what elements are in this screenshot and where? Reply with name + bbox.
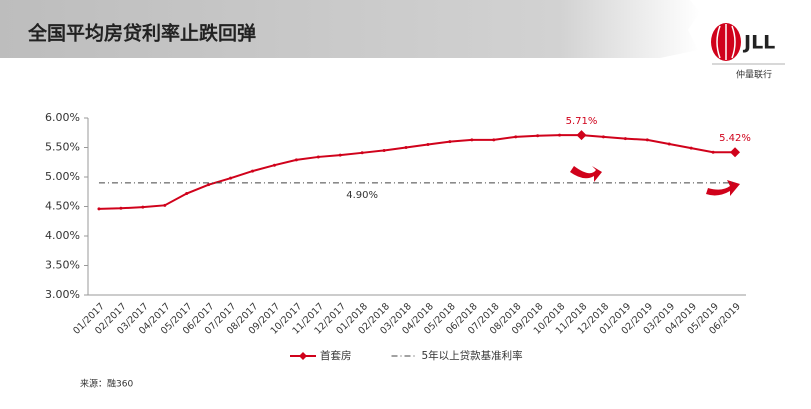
point (492, 138, 496, 142)
y-tick-label: 5.00% (45, 170, 80, 183)
point (558, 133, 562, 137)
header-band (0, 0, 700, 58)
y-tick-label: 4.50% (45, 200, 80, 213)
legend-label: 5年以上贷款基准利率 (422, 349, 523, 362)
logo-text: JLL (742, 32, 775, 54)
y-tick-label: 5.50% (45, 141, 80, 154)
legend-label: 首套房 (320, 349, 352, 362)
point (667, 142, 671, 146)
y-tick-label: 4.00% (45, 229, 80, 242)
point (426, 143, 430, 147)
series-line (98, 134, 736, 210)
company-name: 仲量联行 (736, 69, 772, 81)
y-tick-label: 6.00% (45, 111, 80, 124)
point (97, 207, 101, 211)
point-marker (730, 147, 741, 158)
point (119, 206, 123, 210)
point (294, 158, 298, 162)
point (141, 205, 145, 209)
point (251, 169, 254, 173)
point (272, 163, 276, 167)
legend-marker (299, 352, 307, 360)
source-note: 来源：融360 (80, 379, 133, 390)
page-title: 全国平均房贷利率止跌回弹 (27, 22, 256, 45)
point (163, 203, 167, 207)
point (404, 146, 408, 149)
decorative-arrows (570, 166, 740, 196)
y-tick-label: 3.50% (45, 259, 80, 272)
point (711, 150, 715, 154)
point (360, 151, 364, 155)
point (536, 134, 540, 138)
point (207, 183, 211, 187)
point (382, 148, 386, 152)
logo: JLL 仲量联行 (711, 23, 785, 81)
point-marker (576, 130, 587, 141)
point (185, 192, 189, 196)
data-label: 5.71% (566, 116, 598, 127)
point (689, 146, 693, 150)
point (470, 138, 474, 142)
data-label: 5.42% (719, 133, 751, 144)
y-tick-label: 3.00% (45, 288, 80, 301)
point (448, 140, 452, 144)
point (645, 138, 649, 142)
point (601, 135, 605, 139)
data-label: 4.90% (346, 190, 378, 201)
point (623, 137, 627, 141)
point (229, 176, 233, 180)
point (338, 153, 342, 157)
point (316, 155, 320, 159)
point (514, 135, 518, 139)
